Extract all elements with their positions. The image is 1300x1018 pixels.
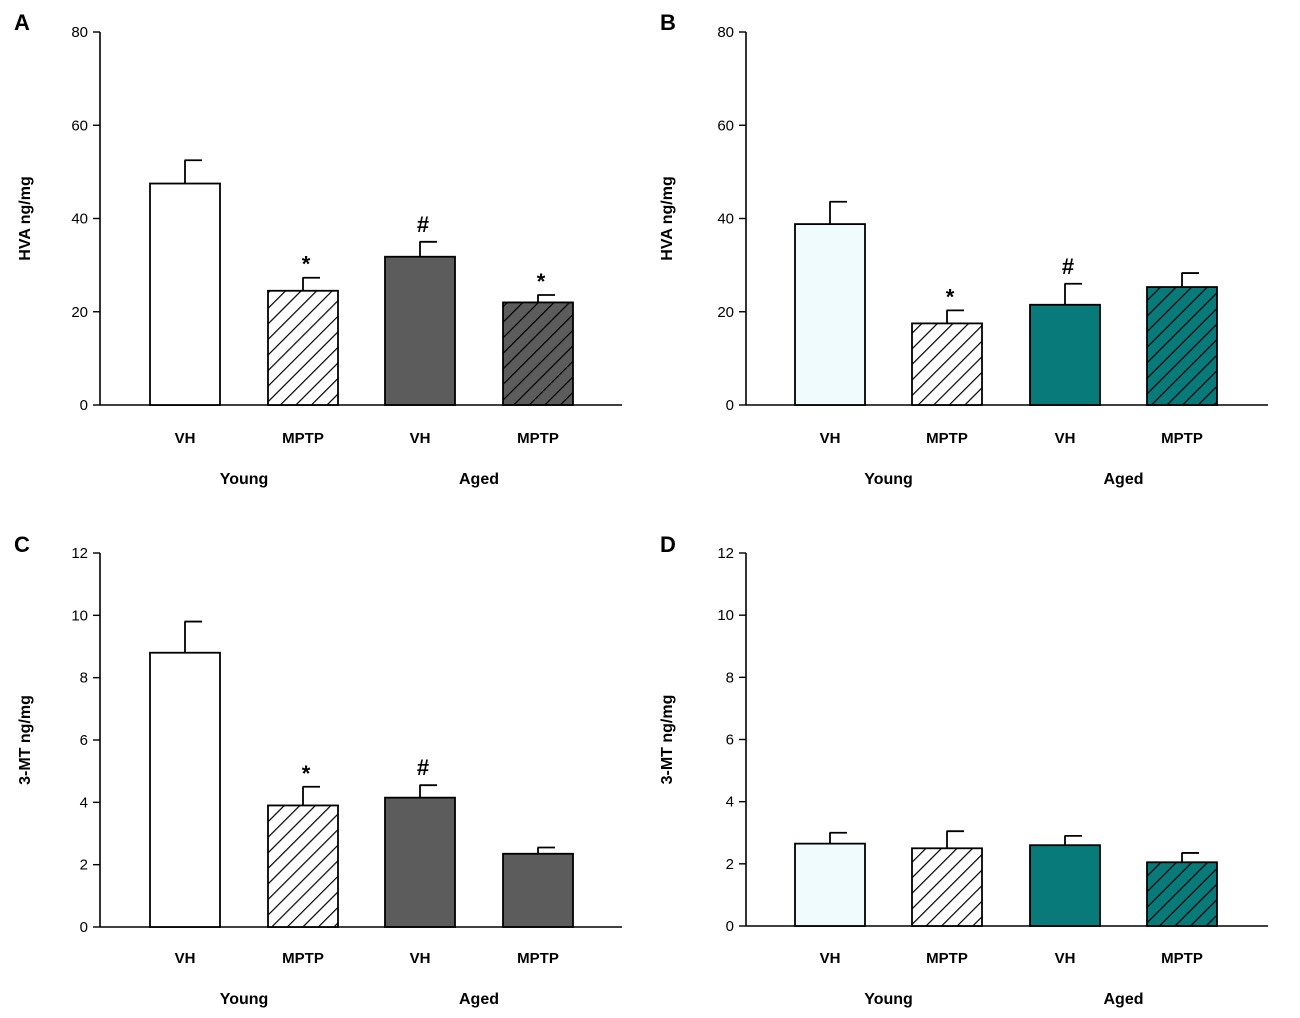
y-tick-label: 60 <box>71 117 88 134</box>
category-label: MPTP <box>282 430 324 447</box>
category-label: VH <box>1055 430 1076 447</box>
bar <box>149 651 221 928</box>
category-label: MPTP <box>282 950 324 967</box>
panel-letter: A <box>14 10 30 35</box>
y-axis-label: HVA ng/mg <box>659 176 676 260</box>
y-tick-label: 12 <box>717 545 734 562</box>
significance-mark: # <box>1062 254 1074 279</box>
significance-mark: # <box>417 212 429 237</box>
y-tick-label: 40 <box>71 211 88 228</box>
bar <box>911 847 983 927</box>
bar <box>1146 286 1218 406</box>
panel-letter: C <box>14 532 30 557</box>
y-tick-label: 0 <box>726 918 734 935</box>
category-label: MPTP <box>517 950 559 967</box>
y-tick-label: 0 <box>726 397 734 414</box>
chart-panel-c: C 0 2 4 6 8 10 12 3-MT ng/mg VH * MPTP # VH MPTP Young A… <box>14 532 622 1008</box>
bar <box>911 322 983 406</box>
significance-mark: * <box>946 284 955 309</box>
bar <box>794 223 866 406</box>
y-tick-label: 8 <box>80 670 88 687</box>
group-label: Young <box>220 471 269 488</box>
chart-panel-b: B 0 20 40 60 80 HVA ng/mg VH * MPTP # VH MPTP Young Ag… <box>659 10 1268 488</box>
group-label: Aged <box>459 471 499 488</box>
y-tick-label: 10 <box>717 607 734 624</box>
group-label: Aged <box>1104 991 1144 1008</box>
y-tick-label: 12 <box>71 545 88 562</box>
y-tick-label: 6 <box>80 732 88 749</box>
bar <box>1029 844 1101 927</box>
category-label: VH <box>175 950 196 967</box>
bar <box>149 182 221 406</box>
group-label: Young <box>220 991 269 1008</box>
category-label: MPTP <box>517 430 559 447</box>
y-tick-label: 4 <box>726 794 734 811</box>
group-label: Aged <box>1104 471 1144 488</box>
bar <box>384 255 456 406</box>
category-label: MPTP <box>926 950 968 967</box>
chart-panel-a: A 0 20 40 60 80 HVA ng/mg VH * MPTP # VH * MPTP Young A… <box>14 10 622 488</box>
category-label: VH <box>410 950 431 967</box>
bar <box>267 289 339 406</box>
group-label: Young <box>864 471 913 488</box>
y-tick-label: 2 <box>726 856 734 873</box>
category-label: VH <box>175 430 196 447</box>
y-tick-label: 20 <box>71 304 88 321</box>
bar <box>1146 861 1218 927</box>
y-axis-label: HVA ng/mg <box>17 176 34 260</box>
y-tick-label: 0 <box>80 919 88 936</box>
bar <box>267 804 339 928</box>
significance-mark: * <box>537 269 546 294</box>
y-tick-label: 8 <box>726 669 734 686</box>
y-tick-label: 0 <box>80 397 88 414</box>
category-label: MPTP <box>1161 950 1203 967</box>
category-label: VH <box>1055 950 1076 967</box>
category-label: VH <box>820 430 841 447</box>
bar <box>502 301 574 406</box>
bar <box>502 852 574 928</box>
chart-panel-d: D 0 2 4 6 8 10 12 3-MT ng/mg VH MPTP VH MPTP Young Age… <box>659 532 1268 1008</box>
panel-letter: D <box>660 532 676 557</box>
y-tick-label: 60 <box>717 117 734 134</box>
y-tick-label: 6 <box>726 732 734 749</box>
y-axis-label: 3-MT ng/mg <box>17 695 34 785</box>
y-tick-label: 2 <box>80 857 88 874</box>
bar <box>1029 303 1101 406</box>
panel-letter: B <box>660 10 676 35</box>
y-tick-label: 10 <box>71 607 88 624</box>
y-tick-label: 40 <box>717 211 734 228</box>
group-label: Aged <box>459 991 499 1008</box>
significance-mark: * <box>302 761 311 786</box>
significance-mark: * <box>302 252 311 277</box>
y-tick-label: 80 <box>717 24 734 41</box>
y-tick-label: 4 <box>80 794 88 811</box>
bar <box>794 842 866 927</box>
category-label: VH <box>820 950 841 967</box>
bar <box>384 796 456 928</box>
y-axis-label: 3-MT ng/mg <box>659 695 676 785</box>
category-label: MPTP <box>926 430 968 447</box>
category-label: MPTP <box>1161 430 1203 447</box>
group-label: Young <box>864 991 913 1008</box>
significance-mark: # <box>417 755 429 780</box>
category-label: VH <box>410 430 431 447</box>
y-tick-label: 80 <box>71 24 88 41</box>
y-tick-label: 20 <box>717 304 734 321</box>
